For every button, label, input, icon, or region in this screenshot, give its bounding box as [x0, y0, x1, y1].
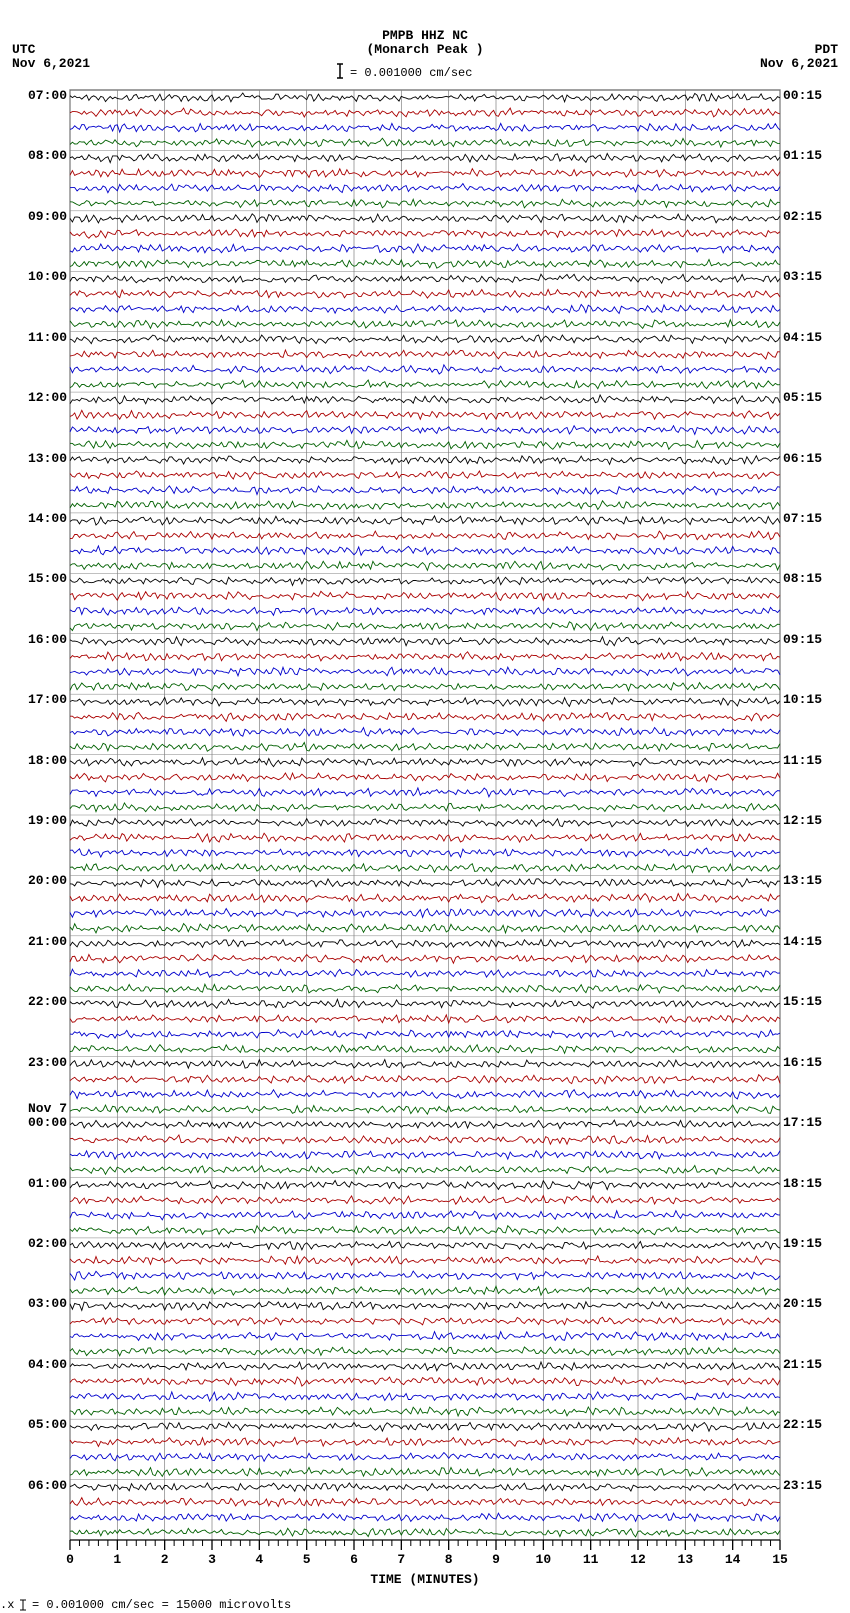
left-hour-label: 07:00 — [28, 88, 67, 103]
x-tick-label: 7 — [386, 1552, 416, 1567]
right-hour-label: 12:15 — [783, 813, 822, 828]
x-tick-label: 6 — [339, 1552, 369, 1567]
right-hour-label: 16:15 — [783, 1055, 822, 1070]
left-hour-label: 11:00 — [28, 330, 67, 345]
right-hour-label: 21:15 — [783, 1357, 822, 1372]
footer-label: = 0.001000 cm/sec = 15000 microvolts — [32, 1598, 291, 1612]
right-hour-label: 09:15 — [783, 632, 822, 647]
right-hour-label: 00:15 — [783, 88, 822, 103]
left-hour-label: 15:00 — [28, 571, 67, 586]
left-hour-label: 13:00 — [28, 451, 67, 466]
x-tick-label: 3 — [197, 1552, 227, 1567]
left-hour-label: 21:00 — [28, 934, 67, 949]
x-tick-label: 5 — [292, 1552, 322, 1567]
x-axis-title: TIME (MINUTES) — [370, 1572, 479, 1587]
left-hour-label: 00:00 — [28, 1115, 67, 1130]
x-tick-label: 11 — [576, 1552, 606, 1567]
right-hour-label: 13:15 — [783, 873, 822, 888]
right-hour-label: 05:15 — [783, 390, 822, 405]
right-hour-label: 10:15 — [783, 692, 822, 707]
left-hour-label: 09:00 — [28, 209, 67, 224]
right-hour-label: 23:15 — [783, 1478, 822, 1493]
x-tick-label: 10 — [528, 1552, 558, 1567]
x-tick-label: 1 — [102, 1552, 132, 1567]
left-hour-label: 10:00 — [28, 269, 67, 284]
x-tick-label: 8 — [434, 1552, 464, 1567]
left-hour-label: 02:00 — [28, 1236, 67, 1251]
footer-prefix: .x — [0, 1598, 14, 1612]
left-hour-label: 23:00 — [28, 1055, 67, 1070]
right-hour-label: 22:15 — [783, 1417, 822, 1432]
right-hour-label: 02:15 — [783, 209, 822, 224]
x-tick-label: 13 — [670, 1552, 700, 1567]
right-hour-label: 01:15 — [783, 148, 822, 163]
x-tick-label: 0 — [55, 1552, 85, 1567]
x-tick-label: 4 — [244, 1552, 274, 1567]
left-hour-label: 22:00 — [28, 994, 67, 1009]
left-date-break: Nov 7 — [28, 1101, 67, 1116]
footer-scale-bar-icon — [18, 1598, 28, 1612]
right-hour-label: 07:15 — [783, 511, 822, 526]
left-hour-label: 14:00 — [28, 511, 67, 526]
right-hour-label: 06:15 — [783, 451, 822, 466]
left-hour-label: 16:00 — [28, 632, 67, 647]
right-hour-label: 15:15 — [783, 994, 822, 1009]
right-hour-label: 03:15 — [783, 269, 822, 284]
x-tick-label: 12 — [623, 1552, 653, 1567]
right-hour-label: 14:15 — [783, 934, 822, 949]
left-hour-label: 03:00 — [28, 1296, 67, 1311]
right-hour-label: 20:15 — [783, 1296, 822, 1311]
right-hour-label: 08:15 — [783, 571, 822, 586]
x-tick-label: 9 — [481, 1552, 511, 1567]
right-hour-label: 04:15 — [783, 330, 822, 345]
right-hour-label: 11:15 — [783, 753, 822, 768]
right-hour-label: 18:15 — [783, 1176, 822, 1191]
left-hour-label: 12:00 — [28, 390, 67, 405]
x-tick-label: 15 — [765, 1552, 795, 1567]
left-hour-label: 04:00 — [28, 1357, 67, 1372]
x-tick-label: 14 — [718, 1552, 748, 1567]
left-hour-label: 01:00 — [28, 1176, 67, 1191]
left-hour-label: 17:00 — [28, 692, 67, 707]
left-hour-label: 06:00 — [28, 1478, 67, 1493]
left-hour-label: 18:00 — [28, 753, 67, 768]
left-hour-label: 05:00 — [28, 1417, 67, 1432]
right-hour-label: 17:15 — [783, 1115, 822, 1130]
seismogram-plot — [0, 0, 850, 1613]
left-hour-label: 08:00 — [28, 148, 67, 163]
left-hour-label: 20:00 — [28, 873, 67, 888]
x-tick-label: 2 — [150, 1552, 180, 1567]
right-hour-label: 19:15 — [783, 1236, 822, 1251]
left-hour-label: 19:00 — [28, 813, 67, 828]
